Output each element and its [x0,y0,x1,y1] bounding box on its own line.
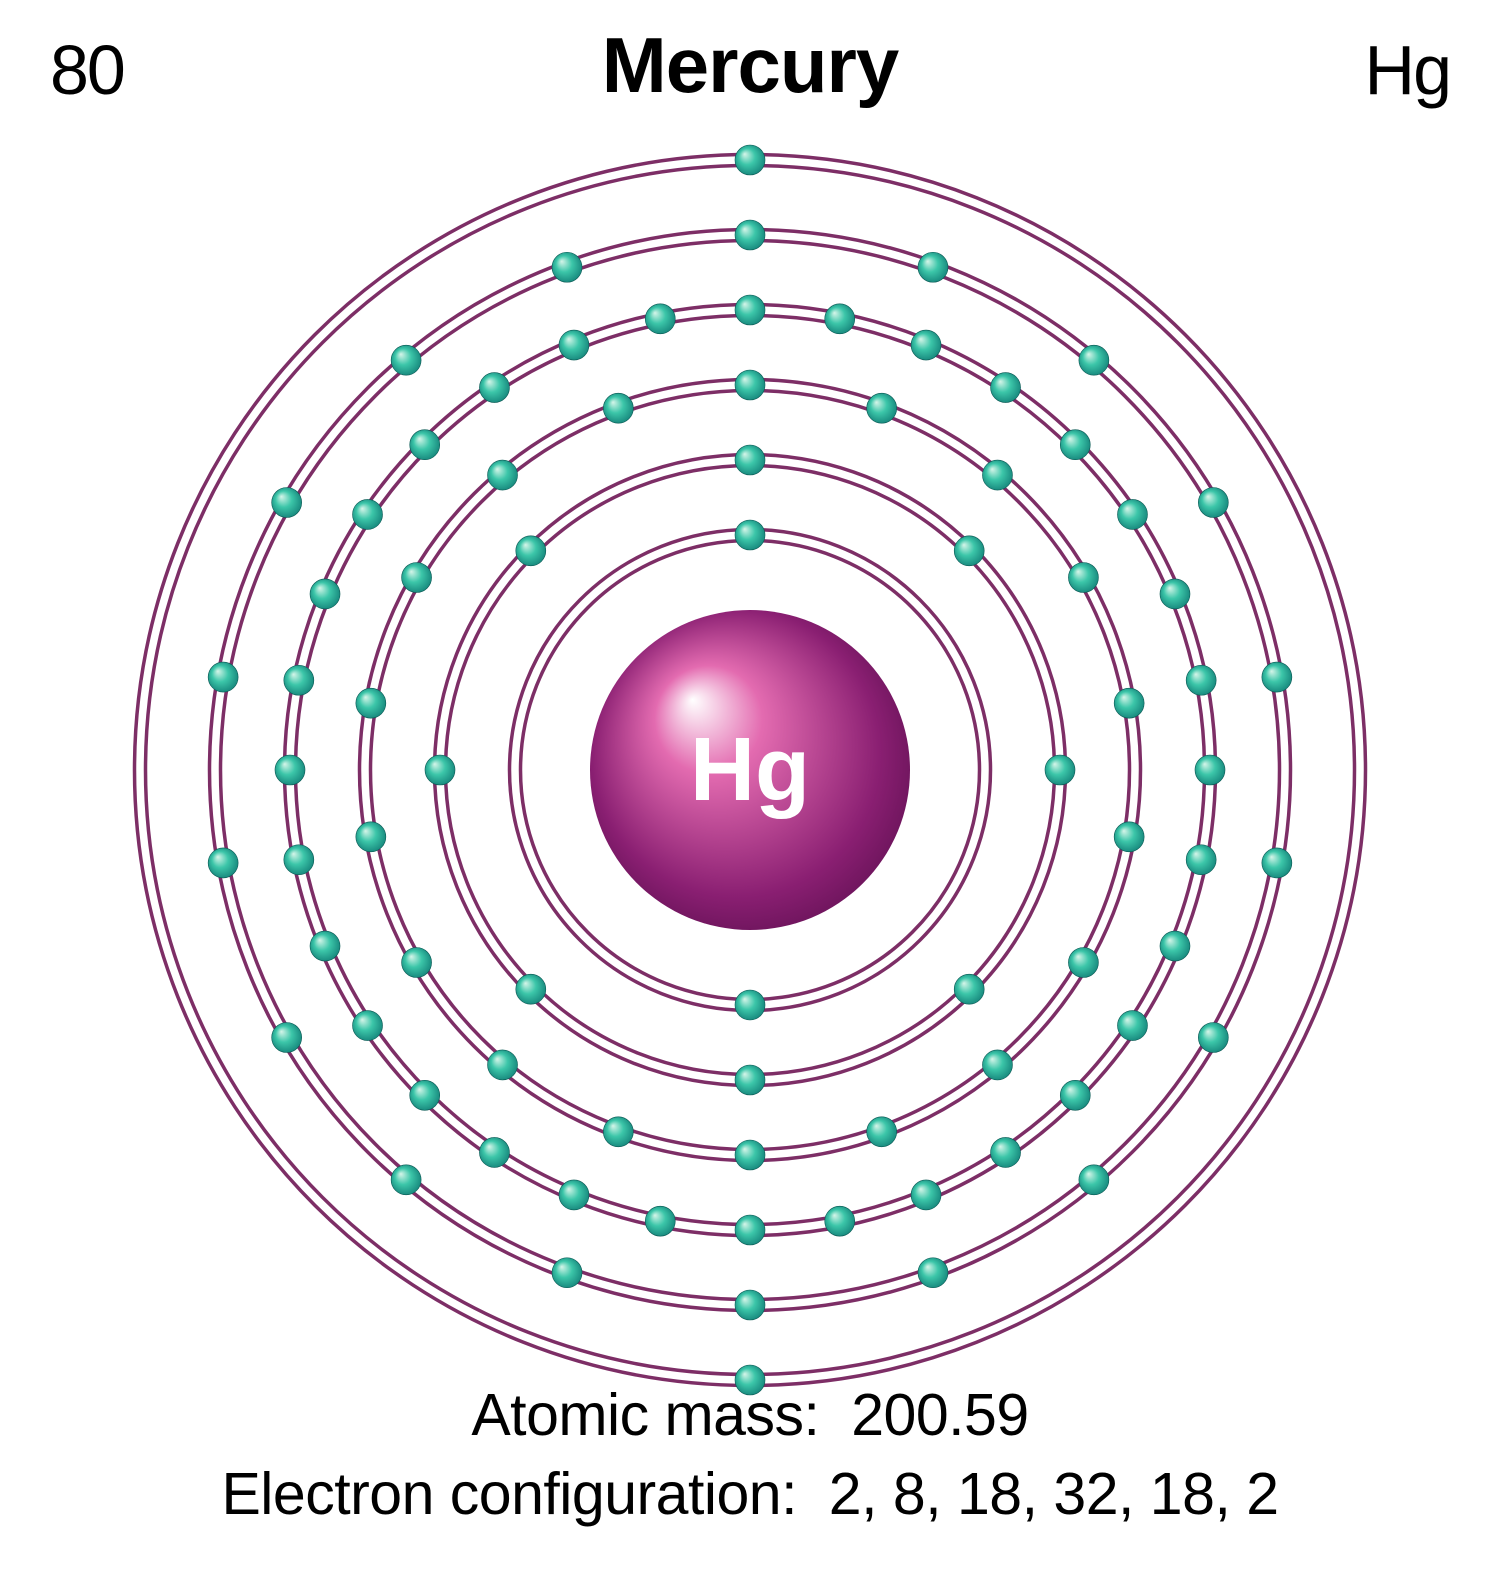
element-name: Mercury [0,20,1500,111]
element-symbol-top: Hg [1365,30,1450,110]
electron-config-value: 2, 8, 18, 32, 18, 2 [829,1461,1279,1527]
atomic-mass-value: 200.59 [851,1382,1028,1448]
electron-config-label: Electron configuration: [221,1461,797,1527]
atomic-mass-label: Atomic mass: [471,1382,819,1448]
atom-diagram-card: 80 Mercury Hg Hg Atomic mass: 200.59 Ele… [0,0,1500,1590]
svg-text:Hg: Hg [690,720,810,820]
atom-diagram: Hg [0,140,1500,1400]
element-info: Atomic mass: 200.59 Electron configurati… [0,1376,1500,1535]
